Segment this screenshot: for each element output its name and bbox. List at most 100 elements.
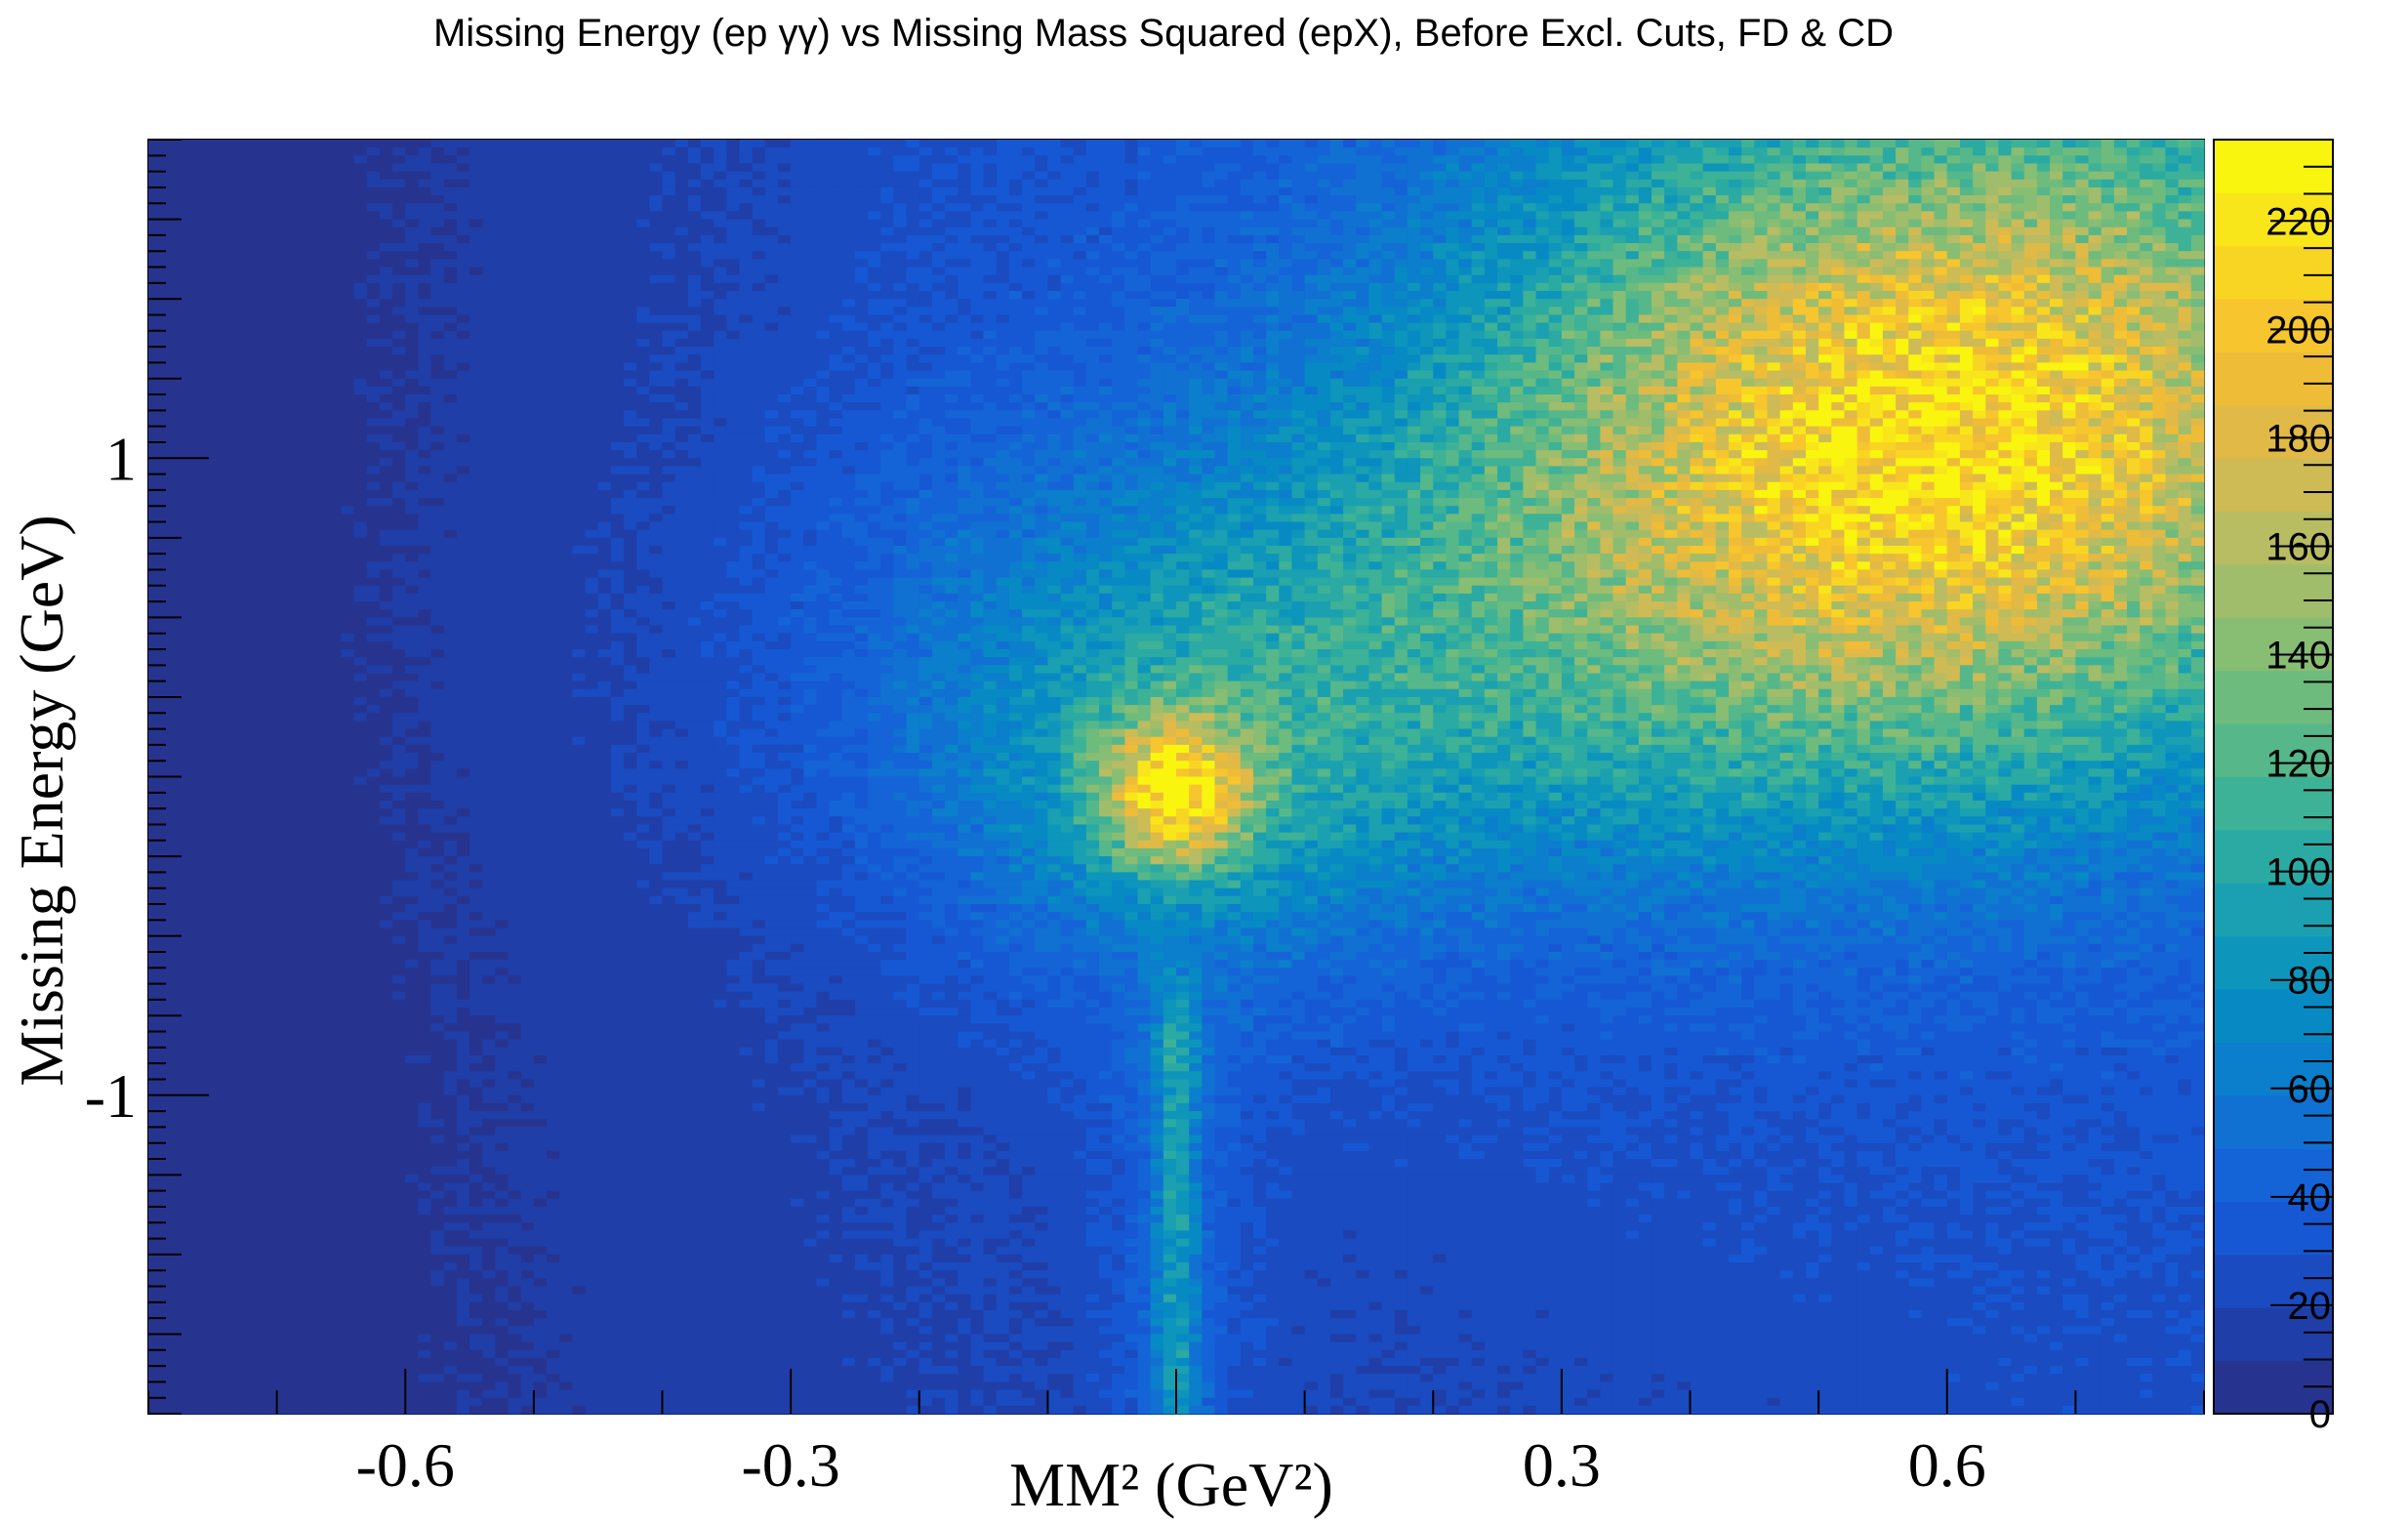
heatmap-cell [238,992,252,1001]
heatmap-cell [200,841,214,849]
heatmap-cell [264,1247,277,1256]
heatmap-cell [264,434,277,443]
heatmap-cell [341,1199,354,1208]
heatmap-cell [225,268,239,276]
heatmap-cell [509,331,522,340]
heatmap-cell [380,220,393,228]
heatmap-cell [509,1287,522,1296]
heatmap-cell [341,490,354,499]
heatmap-cell [174,984,187,993]
heatmap-cell [341,1151,354,1160]
heatmap-cell [277,785,291,794]
heatmap-cell [405,1310,419,1319]
heatmap-cell [303,1270,316,1279]
heatmap-cell [200,498,214,507]
heatmap-cell [174,466,187,474]
heatmap-cell [225,1239,239,1248]
heatmap-cell [469,1278,483,1287]
heatmap-cell [341,745,354,754]
heatmap-cell [328,960,342,969]
heatmap-cell [264,1032,277,1041]
heatmap-cell [251,904,265,913]
heatmap-cell [251,1008,265,1016]
heatmap-cell [186,1270,200,1279]
heatmap-cell [251,1366,265,1375]
heatmap-cell [380,1342,393,1351]
heatmap-cell [431,1406,445,1415]
heatmap-cell [444,689,458,698]
heatmap-cell [444,721,458,729]
heatmap-cell [174,1127,187,1135]
heatmap-cell [469,1270,483,1279]
heatmap-cell [277,1182,291,1191]
heatmap-cell [418,1207,431,1216]
heatmap-cell [213,140,226,148]
heatmap-cell [341,1135,354,1144]
heatmap-cell [405,649,419,658]
heatmap-cell [367,697,381,706]
heatmap-cell [186,936,200,945]
heatmap-cell [290,275,304,284]
heatmap-cell [431,387,445,395]
heatmap-cell [354,450,368,459]
heatmap-cell [444,745,458,754]
heatmap-cell [341,530,354,539]
heatmap-cell [482,172,496,181]
heatmap-cell [354,227,368,236]
heatmap-cell [380,187,393,196]
heatmap-cell [547,243,560,252]
heatmap-cell [431,777,445,786]
heatmap-cell [547,354,560,363]
heatmap-cell [290,354,304,363]
heatmap-cell [521,458,535,467]
heatmap-cell [534,777,548,786]
heatmap-cell [521,379,535,388]
heatmap-cell [482,992,496,1001]
heatmap-cell [290,1135,304,1144]
heatmap-cell [431,1175,445,1183]
heatmap-cell [392,1048,406,1056]
heatmap-cell [341,569,354,578]
heatmap-cell [405,1135,419,1144]
heatmap-cell [392,1008,406,1016]
heatmap-cell [405,354,419,363]
heatmap-cell [367,394,381,403]
heatmap-cell [534,211,548,220]
heatmap-cell [405,427,419,435]
heatmap-cell [148,713,162,722]
heatmap-cell [380,211,393,220]
heatmap-cell [303,1159,316,1168]
heatmap-cell [469,458,483,467]
heatmap-cell [328,180,342,188]
heatmap-cell [354,1088,368,1096]
heatmap-cell [213,1191,226,1200]
heatmap-cell [251,195,265,204]
heatmap-cell [534,1287,548,1296]
heatmap-cell [251,314,265,323]
heatmap-cell [469,1119,483,1128]
heatmap-cell [521,1023,535,1032]
heatmap-cell [354,314,368,323]
heatmap-cell [521,697,535,706]
heatmap-cell [521,617,535,626]
heatmap-cell [315,1000,329,1009]
heatmap-cell [431,864,445,873]
heatmap-cell [509,569,522,578]
heatmap-cell [418,251,431,260]
heatmap-cell [354,920,368,928]
heatmap-cell [444,1127,458,1135]
heatmap-cell [264,339,277,348]
heatmap-cell [495,665,509,674]
heatmap-cell [392,888,406,897]
heatmap-cell [264,896,277,905]
heatmap-cell [354,1366,368,1375]
heatmap-cell [354,824,368,833]
heatmap-cell [186,474,200,483]
heatmap-cell [174,1000,187,1009]
heatmap-cell [303,1342,316,1351]
heatmap-cell [328,187,342,196]
heatmap-cell [328,538,342,547]
heatmap-cell [174,1366,187,1375]
heatmap-cell [444,594,458,602]
heatmap-cell [444,569,458,578]
